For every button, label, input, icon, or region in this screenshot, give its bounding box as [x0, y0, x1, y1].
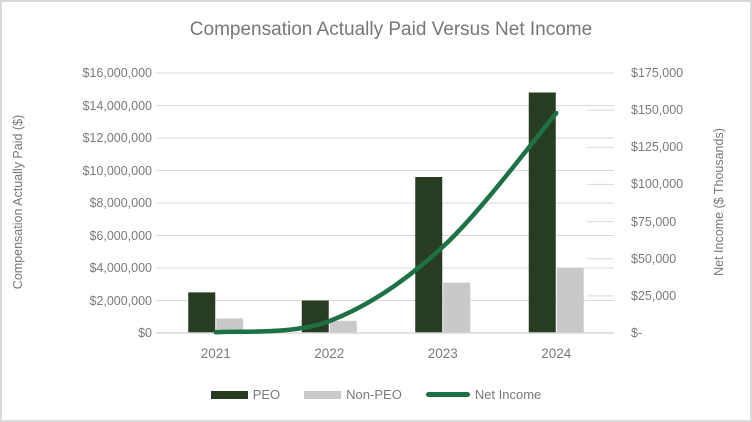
legend-item-non-peo: Non-PEO [304, 387, 402, 402]
x-axis-label-2022: 2022 [314, 346, 345, 361]
left-tick-label: $2,000,000 [89, 293, 152, 308]
left-tick-label: $4,000,000 [89, 261, 152, 275]
right-tick-label: $175,000 [631, 66, 684, 80]
right-tick-label: $100,000 [631, 177, 684, 192]
x-axis-label-2021: 2021 [200, 346, 231, 361]
legend-item-net-income: Net Income [425, 387, 542, 402]
peo-bar-2023 [415, 177, 443, 333]
right-tick-label: $25,000 [631, 288, 677, 303]
non-peo-bar-2022 [329, 320, 357, 333]
peo-bar-2021 [188, 292, 216, 333]
x-axis-label-2023: 2023 [427, 346, 458, 361]
legend-label-net-income: Net Income [474, 387, 542, 402]
non-peo-bar-2024 [556, 268, 584, 333]
left-tick-label: $0 [138, 326, 152, 340]
left-tick-label: $10,000,000 [82, 163, 152, 178]
right-tick-label: $50,000 [631, 251, 677, 266]
left-tick-label: $16,000,000 [82, 66, 152, 80]
legend-label-peo: PEO [252, 387, 281, 402]
right-tick-label: $150,000 [631, 103, 684, 118]
chart-title: Compensation Actually Paid Versus Net In… [189, 19, 593, 40]
left-tick-label: $14,000,000 [82, 98, 152, 113]
right-tick-label: $- [631, 326, 643, 340]
peo-swatch-icon [210, 390, 248, 399]
right-tick-label: $75,000 [631, 214, 677, 229]
net-income-line-swatch-icon [425, 392, 470, 397]
left-tick-label: $12,000,000 [82, 131, 152, 145]
net-income-line [213, 110, 559, 335]
x-axis-label-2024: 2024 [541, 346, 572, 361]
legend-item-peo: PEO [210, 387, 281, 402]
non-peo-bar-2021 [216, 318, 244, 333]
right-tick-label: $125,000 [631, 140, 684, 155]
left-tick-label: $8,000,000 [89, 196, 152, 210]
legend-label-non-peo: Non-PEO [346, 387, 402, 402]
legend: PEO Non-PEO Net Income [2, 387, 750, 402]
left-tick-label: $6,000,000 [89, 228, 152, 243]
non-peo-swatch-icon [304, 390, 342, 399]
non-peo-bar-2023 [443, 282, 471, 333]
